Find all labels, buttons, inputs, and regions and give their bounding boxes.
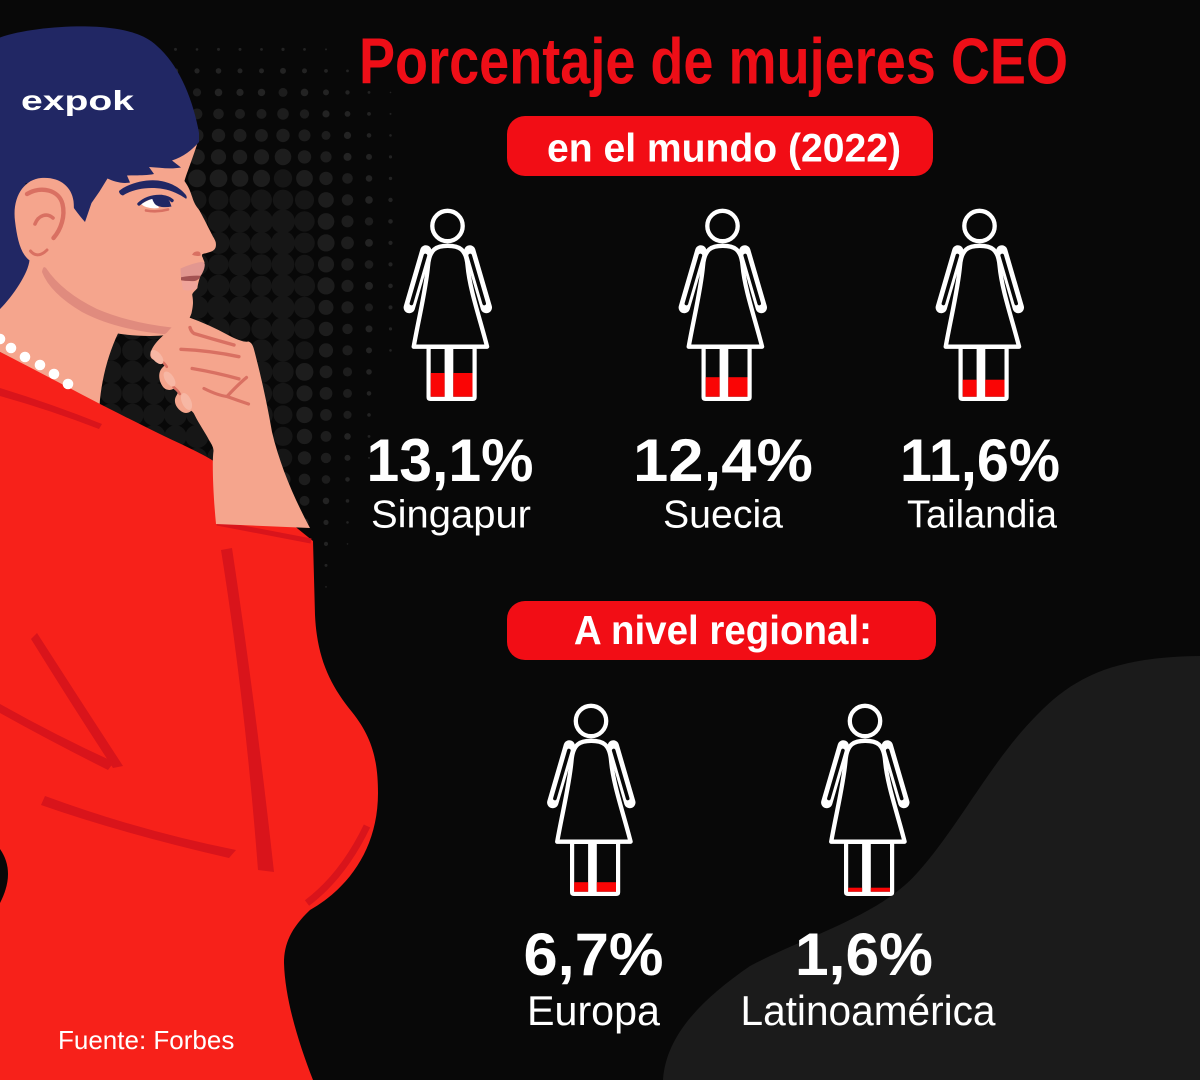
svg-text:13,1%: 13,1% (367, 427, 534, 494)
svg-text:12,4%: 12,4% (633, 427, 813, 494)
svg-text:Porcentaje de mujeres CEO: Porcentaje de mujeres CEO (359, 25, 1068, 98)
svg-text:Suecia: Suecia (663, 494, 783, 537)
svg-text:Fuente: Forbes: Fuente: Forbes (58, 1025, 234, 1055)
svg-text:6,7%: 6,7% (524, 921, 664, 988)
svg-text:A nivel regional:: A nivel regional: (574, 607, 872, 653)
svg-text:1,6%: 1,6% (795, 921, 933, 988)
svg-text:Latinoamérica: Latinoamérica (741, 987, 997, 1034)
svg-text:Europa: Europa (527, 987, 661, 1034)
svg-text:Tailandia: Tailandia (907, 494, 1057, 537)
svg-text:Singapur: Singapur (371, 494, 531, 537)
svg-text:en el mundo (2022): en el mundo (2022) (547, 127, 901, 171)
svg-text:11,6%: 11,6% (900, 427, 1060, 494)
svg-text:expok: expok (21, 85, 135, 116)
